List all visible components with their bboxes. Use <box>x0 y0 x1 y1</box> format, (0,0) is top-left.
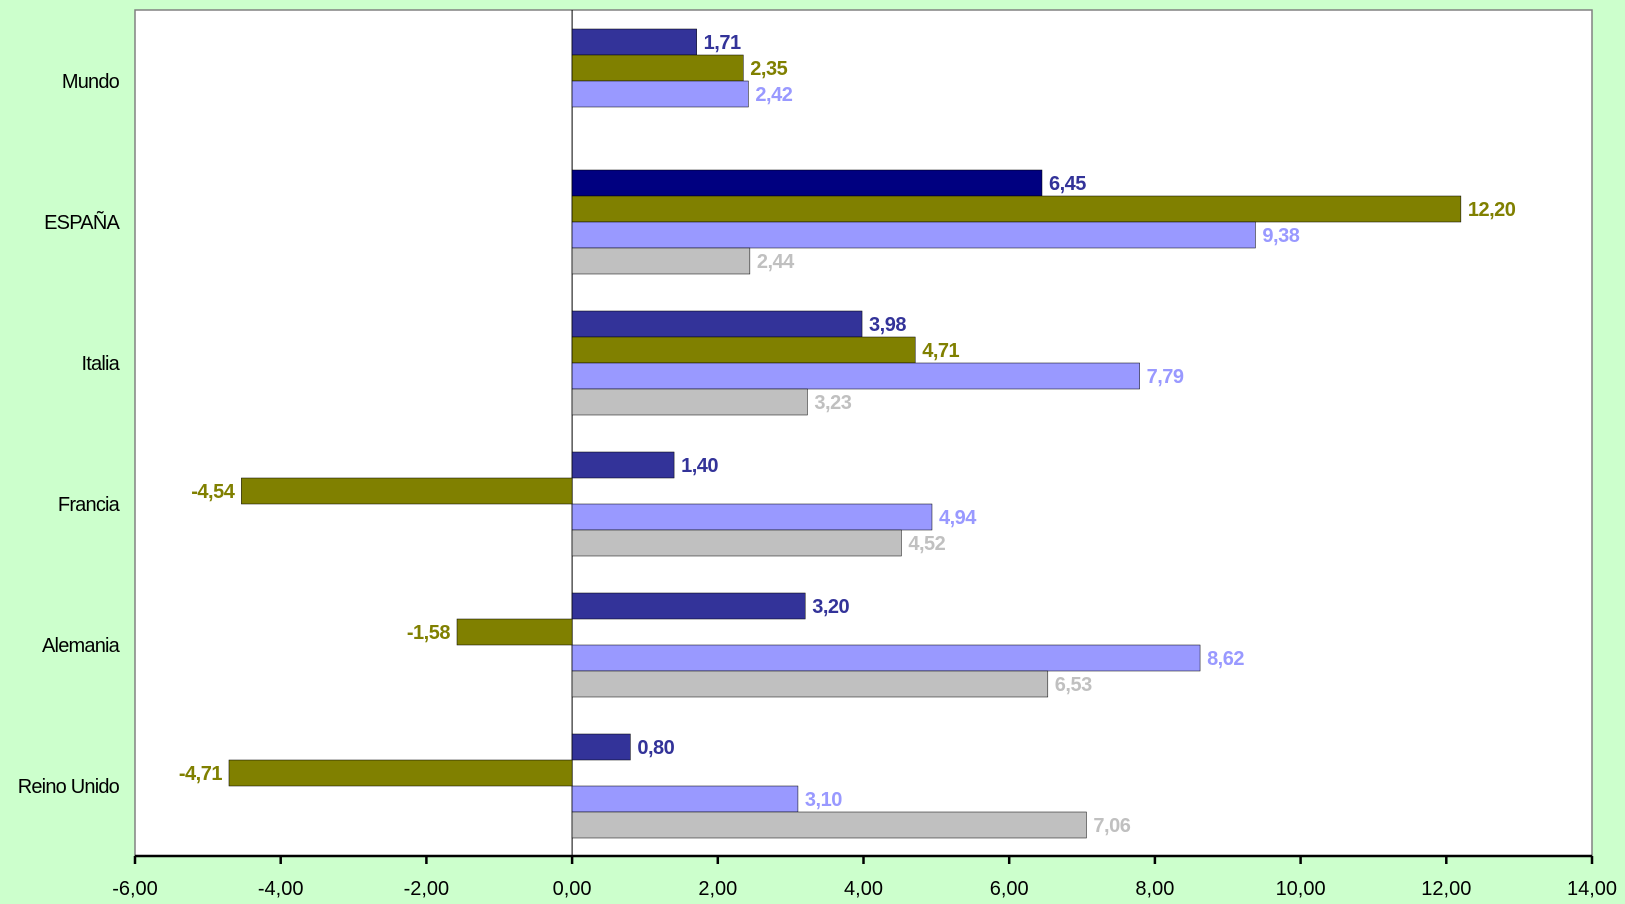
bar-alemania-s1 <box>571 592 806 620</box>
data-label: 8,62 <box>1207 648 1244 670</box>
bar-mundo-s1 <box>571 28 697 56</box>
x-tick-label: 0,00 <box>553 878 592 899</box>
x-tick-label: 4,00 <box>844 878 883 899</box>
data-label: 2,42 <box>755 84 792 106</box>
category-label: ESPAÑA <box>44 210 120 234</box>
x-tick-label: 2,00 <box>698 878 737 899</box>
data-label: 1,71 <box>704 32 741 54</box>
bar-españa-s2 <box>571 195 1462 223</box>
bar-francia-s3 <box>571 503 933 531</box>
data-label: 3,10 <box>805 789 842 811</box>
bar-españa-s1 <box>571 169 1043 197</box>
x-tick-label: 8,00 <box>1135 878 1174 899</box>
data-label: -4,71 <box>179 763 222 785</box>
x-tick-label: 6,00 <box>990 878 1029 899</box>
x-tick-label: 14,00 <box>1567 878 1617 899</box>
category-label: Italia <box>82 353 121 375</box>
category-label: Mundo <box>62 71 120 93</box>
data-label: 6,45 <box>1049 173 1086 195</box>
data-label: -4,54 <box>191 481 235 503</box>
bar-alemania-s4 <box>571 670 1049 698</box>
data-label: 12,20 <box>1468 199 1516 221</box>
x-tick-label: 12,00 <box>1421 878 1471 899</box>
data-label: 6,53 <box>1055 674 1092 696</box>
data-label: 3,20 <box>812 596 849 618</box>
bar-alemania-s2 <box>456 618 573 646</box>
bar-alemania-s3 <box>571 644 1201 672</box>
data-label: 0,80 <box>637 737 674 759</box>
data-label: 1,40 <box>681 455 718 477</box>
bar-mundo-s2 <box>571 54 744 82</box>
data-label: 4,52 <box>908 533 945 555</box>
data-label: 2,44 <box>757 251 795 273</box>
bar-reino-unido-s3 <box>571 785 799 813</box>
data-label: 4,71 <box>922 340 959 362</box>
bar-italia-s2 <box>571 336 916 364</box>
data-label: 2,35 <box>750 58 787 80</box>
data-label: 7,06 <box>1093 815 1130 837</box>
bar-reino-unido-s1 <box>571 733 631 761</box>
bar-mundo-s3 <box>571 80 749 108</box>
x-tick-label: -2,00 <box>404 878 450 899</box>
x-tick-label: 10,00 <box>1276 878 1326 899</box>
category-label: Reino Unido <box>18 776 120 798</box>
plot-area <box>134 9 1593 857</box>
bar-francia-s4 <box>571 529 902 557</box>
bar-italia-s4 <box>571 388 808 416</box>
data-label: 9,38 <box>1262 225 1299 247</box>
bar-españa-s3 <box>571 221 1256 249</box>
data-label: 3,23 <box>814 392 851 414</box>
category-label: Francia <box>58 494 121 516</box>
bar-reino-unido-s4 <box>571 811 1087 839</box>
data-label: -1,58 <box>407 622 450 644</box>
x-tick-label: -6,00 <box>112 878 158 899</box>
bar-francia-s2 <box>241 477 573 505</box>
bar-reino-unido-s2 <box>228 759 573 787</box>
data-label: 4,94 <box>939 507 977 529</box>
data-label: 3,98 <box>869 314 906 336</box>
category-label: Alemania <box>42 635 121 657</box>
x-tick-label: -4,00 <box>258 878 304 899</box>
bar-italia-s3 <box>571 362 1140 390</box>
bar-italia-s1 <box>571 310 863 338</box>
bar-españa-s4 <box>571 247 751 275</box>
data-label: 7,79 <box>1147 366 1184 388</box>
bar-francia-s1 <box>571 451 675 479</box>
